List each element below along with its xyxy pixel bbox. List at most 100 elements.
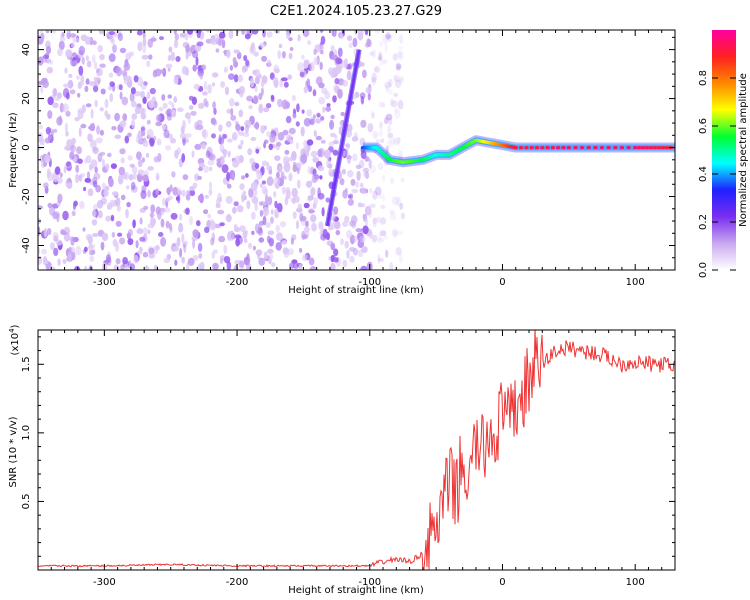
heatmap-y-ticks: -40 -20 0 20 40 <box>21 36 675 271</box>
noise-mark <box>288 52 293 60</box>
noise-mark <box>123 76 129 85</box>
noise-mark <box>190 110 197 116</box>
noise-mark <box>330 45 335 51</box>
noise-mark <box>299 71 305 78</box>
noise-mark <box>167 67 171 72</box>
snr-x-ticks: -300 -200 -100 0 100 <box>37 330 676 588</box>
noise-mark <box>244 230 248 235</box>
noise-mark <box>106 30 111 37</box>
noise-mark <box>66 182 73 190</box>
noise-mark <box>223 244 228 255</box>
noise-mark <box>333 248 339 257</box>
noise-mark <box>142 227 148 236</box>
noise-mark <box>247 255 251 265</box>
noise-mark <box>364 216 369 227</box>
noise-mark <box>112 44 117 54</box>
noise-mark <box>239 225 246 233</box>
noise-mark <box>49 242 55 251</box>
noise-mark <box>377 257 384 262</box>
colorbar: 0.0 0.2 0.4 0.6 0.8 Normalized spectral ampl… <box>698 30 749 278</box>
noise-mark <box>219 143 225 153</box>
noise-mark <box>176 107 184 112</box>
noise-mark <box>297 203 302 211</box>
noise-mark <box>45 126 52 135</box>
noise-mark <box>377 162 384 171</box>
noise-mark <box>333 206 339 216</box>
noise-mark <box>115 220 122 227</box>
noise-mark <box>89 250 94 256</box>
noise-mark <box>292 211 297 219</box>
noise-mark <box>233 74 239 83</box>
noise-mark <box>131 113 138 120</box>
noise-mark <box>361 246 368 252</box>
noise-mark <box>83 186 87 192</box>
noise-mark <box>212 101 216 109</box>
noise-mark <box>225 120 232 128</box>
noise-mark <box>112 191 119 197</box>
noise-mark <box>308 257 315 266</box>
noise-mark <box>107 205 111 210</box>
noise-mark <box>71 246 75 253</box>
noise-mark <box>396 136 401 145</box>
noise-mark <box>345 143 350 148</box>
noise-mark <box>384 81 392 89</box>
noise-mark <box>95 137 103 144</box>
noise-mark <box>226 171 231 182</box>
noise-mark <box>156 114 161 122</box>
noise-mark <box>296 167 300 175</box>
heatmap-y-axis-label: Frequency (Hz) <box>8 112 19 188</box>
noise-mark <box>371 49 377 59</box>
noise-mark <box>389 212 397 221</box>
noise-mark <box>395 62 401 67</box>
noise-mark <box>281 240 287 245</box>
signal-mark <box>660 146 666 150</box>
noise-mark <box>67 252 72 262</box>
noise-mark <box>332 95 337 103</box>
noise-mark <box>289 138 294 145</box>
noise-mark <box>369 51 375 57</box>
noise-mark <box>301 230 306 240</box>
noise-mark <box>75 173 80 184</box>
noise-mark <box>292 197 296 205</box>
noise-mark <box>47 96 54 106</box>
noise-mark <box>258 257 266 266</box>
noise-mark <box>272 77 279 85</box>
noise-mark <box>281 51 286 59</box>
noise-mark <box>75 164 80 173</box>
noise-mark <box>169 184 173 192</box>
noise-mark <box>365 86 372 94</box>
noise-mark <box>174 149 179 159</box>
noise-mark <box>52 88 58 97</box>
noise-mark <box>192 64 197 72</box>
noise-mark <box>279 78 284 88</box>
signal-mark <box>648 146 654 150</box>
noise-mark <box>352 37 358 48</box>
noise-mark <box>309 61 315 72</box>
noise-mark <box>153 100 158 109</box>
noise-mark <box>397 50 403 59</box>
noise-mark <box>163 129 170 139</box>
noise-mark <box>360 62 365 67</box>
noise-mark <box>383 117 389 125</box>
noise-mark <box>96 125 100 135</box>
signal-mark <box>633 146 638 150</box>
noise-mark <box>360 187 367 195</box>
noise-mark <box>170 212 178 220</box>
noise-mark <box>305 180 313 188</box>
noise-mark <box>320 35 326 45</box>
noise-mark <box>238 85 246 95</box>
noise-mark <box>194 143 202 150</box>
noise-mark <box>258 103 264 114</box>
noise-mark <box>88 243 96 249</box>
noise-mark <box>240 126 245 132</box>
snr-x-axis-label: Height of straight line (km) <box>288 585 424 596</box>
noise-mark <box>395 247 402 256</box>
noise-mark <box>95 184 101 193</box>
noise-mark <box>128 173 134 181</box>
noise-mark <box>233 201 239 207</box>
noise-mark <box>399 253 403 264</box>
noise-mark <box>310 214 317 223</box>
noise-mark <box>385 85 389 93</box>
noise-mark <box>215 48 220 53</box>
noise-mark <box>79 200 85 210</box>
